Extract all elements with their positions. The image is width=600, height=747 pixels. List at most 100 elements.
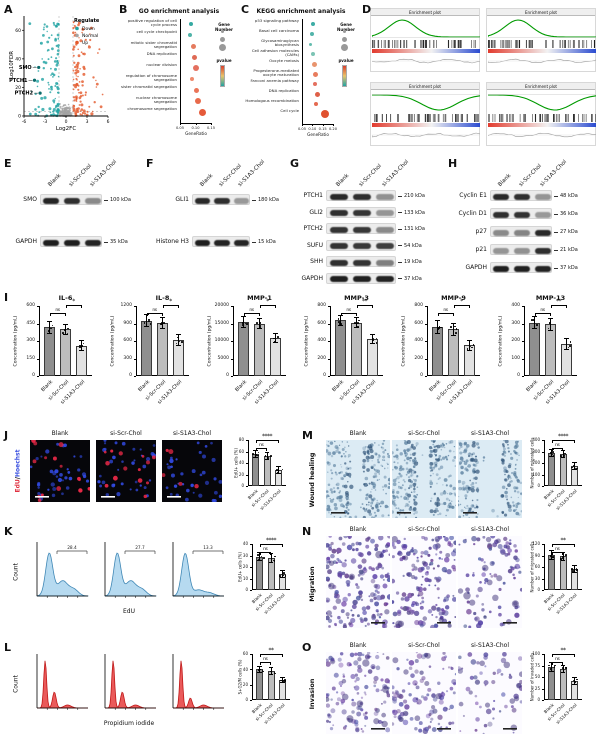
error-cap bbox=[160, 317, 165, 318]
pvalue-gradient bbox=[220, 65, 225, 87]
blot-band bbox=[376, 259, 395, 266]
data-dot bbox=[549, 452, 552, 454]
protein-label: SMO bbox=[23, 196, 37, 203]
data-dot bbox=[469, 345, 472, 348]
x-tick-label: 0.15 bbox=[206, 126, 215, 130]
data-dot bbox=[354, 322, 356, 324]
data-dot bbox=[549, 322, 551, 325]
term-dot bbox=[310, 22, 315, 26]
term-label: mitotic sister chromatid segregation bbox=[130, 41, 177, 50]
sig-bracket bbox=[551, 654, 575, 657]
kda-label: 48 kDa bbox=[560, 193, 578, 199]
x-axis-label: GeneRatio bbox=[185, 131, 207, 136]
error-cap bbox=[435, 332, 440, 334]
data-dot bbox=[273, 560, 276, 563]
data-dot bbox=[149, 323, 152, 325]
panel-letter-f: F bbox=[146, 157, 154, 170]
panel-invasion: O Invasion Blank si-Scr-Chol si-S1A3-Chol N… bbox=[302, 641, 596, 745]
image-group-label: si-Scr-Chol bbox=[408, 526, 440, 533]
svg-text:0: 0 bbox=[65, 119, 68, 125]
y-tick-label: 300 bbox=[123, 355, 132, 361]
data-dot bbox=[455, 328, 458, 330]
y-tick bbox=[134, 341, 136, 342]
gsea-gradient bbox=[488, 49, 596, 53]
error-cap bbox=[280, 677, 285, 678]
error-bar bbox=[282, 570, 283, 578]
y-tick bbox=[542, 578, 544, 580]
elisa-chart: MMP-9 Concentration (pg/mL) 0 200 400 600 800 B… bbox=[400, 294, 496, 428]
error-cap bbox=[549, 670, 554, 672]
sig-label: ns bbox=[263, 546, 268, 552]
gsea-barcode bbox=[374, 114, 479, 122]
data-dot bbox=[337, 321, 340, 323]
elisa-chart: MMP-13 Concentration (pg/mL) 0 100 200 300 400… bbox=[497, 294, 593, 428]
y-tick-label: 40 bbox=[238, 460, 244, 466]
data-dot bbox=[181, 341, 183, 343]
y-tick bbox=[250, 590, 252, 591]
panel-title: KEGG enrichment analysis bbox=[256, 8, 346, 15]
lane-label: Blank bbox=[47, 172, 63, 188]
bar bbox=[548, 666, 555, 700]
gsea-curve bbox=[372, 19, 480, 38]
y-tick-label: 400 bbox=[511, 303, 520, 309]
error-cap bbox=[467, 340, 472, 341]
gsea-gradient bbox=[488, 123, 596, 127]
sig-label: ns bbox=[555, 656, 560, 662]
kda-label: 27 kDa bbox=[560, 229, 578, 235]
y-tick bbox=[134, 358, 136, 360]
image-group-label: si-S1A3-Chol bbox=[470, 430, 509, 437]
mini-chart: Number of invaded cells 0 25 50 75 100 Blank si… bbox=[528, 644, 592, 738]
y-tick bbox=[246, 440, 248, 441]
kda-dash bbox=[398, 212, 402, 213]
bar bbox=[44, 327, 55, 376]
y-tick-label: 0 bbox=[323, 373, 326, 379]
data-dot bbox=[262, 557, 265, 559]
sig-bracket bbox=[551, 544, 575, 547]
data-dot bbox=[560, 455, 562, 457]
svg-text:Log2FC: Log2FC bbox=[56, 126, 76, 132]
y-tick bbox=[542, 544, 544, 545]
sig-label: * bbox=[72, 298, 75, 305]
size-legend-dot bbox=[218, 43, 226, 51]
y-tick bbox=[246, 474, 248, 476]
data-dot bbox=[569, 341, 572, 343]
chart-title: MMP-9 bbox=[441, 294, 466, 302]
western-blot: Blank si-Scr-Chol si-S1A3-Chol SMO 100 kDa GA… bbox=[10, 159, 142, 288]
gsea-grid: Enrichment plot Enrichment plot Enrichment… bbox=[370, 6, 596, 152]
y-tick bbox=[542, 486, 544, 487]
sig-label: ** bbox=[560, 647, 567, 654]
y-tick-label: 450 bbox=[26, 320, 35, 326]
data-dot bbox=[562, 555, 564, 558]
flow-histogram: 13.3 bbox=[172, 542, 224, 598]
data-dot bbox=[531, 319, 533, 321]
lane-label: Blank bbox=[497, 172, 513, 188]
bar bbox=[559, 556, 567, 590]
error-cap bbox=[280, 682, 285, 684]
term-label: positive regulation of cell cycle proces… bbox=[127, 19, 177, 28]
blot-strip bbox=[490, 208, 552, 219]
term-label: Fanconi anemia pathway bbox=[250, 79, 299, 83]
y-tick bbox=[522, 341, 524, 342]
data-dot bbox=[576, 678, 579, 681]
y-tick-label: 600 bbox=[317, 320, 326, 326]
error-cap bbox=[572, 564, 577, 566]
kda-label: 180 kDa bbox=[258, 197, 279, 203]
panel-title: GO enrichment analysis bbox=[138, 8, 220, 15]
bar bbox=[270, 338, 281, 376]
gsea-barcode bbox=[372, 40, 476, 48]
y-tick bbox=[542, 688, 544, 690]
y-tick bbox=[542, 665, 544, 667]
blot-strip bbox=[490, 244, 552, 255]
bar bbox=[548, 452, 555, 486]
fluor-image bbox=[30, 440, 90, 502]
blot-band bbox=[376, 243, 395, 249]
error-cap bbox=[532, 328, 537, 330]
volcano-svg: -6 -3 0 3 60204060Log2FC-Log10FDRRegulateDow… bbox=[9, 16, 110, 132]
svg-text:13.3: 13.3 bbox=[203, 545, 213, 551]
blot-strip bbox=[326, 272, 396, 284]
x-tick bbox=[180, 123, 181, 125]
protein-label: Cyclin D1 bbox=[458, 210, 487, 217]
blot-band bbox=[63, 197, 81, 204]
error-cap bbox=[370, 343, 375, 345]
data-dot bbox=[375, 337, 378, 340]
